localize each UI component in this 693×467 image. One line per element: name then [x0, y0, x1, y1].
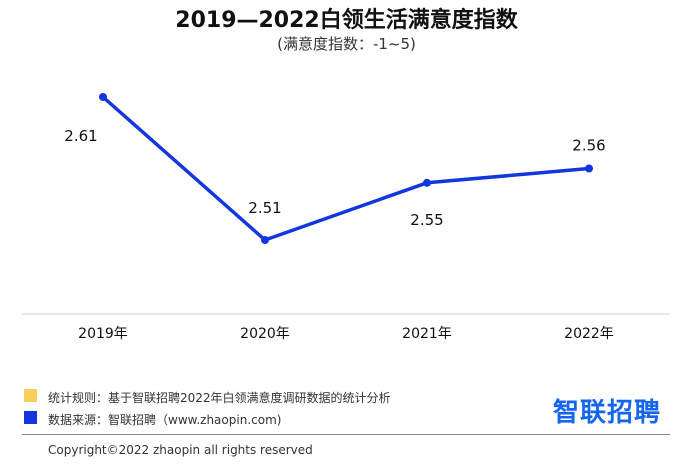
data-label: 2.51 — [248, 199, 281, 217]
series-line — [101, 95, 590, 242]
data-point — [423, 178, 431, 187]
line-chart: 2.61 2019年 2.51 2020年 2.55 2021年 2.56 2022年 — [22, 93, 670, 342]
footer-source-note: 数据来源：智联招聘（www.zhaopin.com) — [48, 413, 282, 427]
x-tick-label: 2020年 — [240, 326, 290, 342]
x-tick-label: 2022年 — [564, 326, 614, 342]
chart-title: 2019—2022白领生活满意度指数 — [175, 8, 518, 33]
data-point — [99, 93, 107, 101]
data-label: 2.61 — [64, 127, 97, 145]
data-point — [261, 236, 269, 244]
legend-marker-source — [24, 411, 37, 424]
legend-marker-rule — [24, 389, 37, 402]
footer-divider — [22, 434, 670, 435]
data-label: 2.56 — [572, 137, 605, 155]
copyright-text: Copyright©2022 zhaopin all rights reserv… — [48, 443, 313, 457]
footer-rule-note: 统计规则：基于智联招聘2022年白领满意度调研数据的统计分析 — [48, 391, 391, 405]
brand-logo: 智联招聘 — [553, 398, 662, 428]
chart-subtitle: (满意度指数：-1~5) — [277, 35, 416, 53]
x-tick-label: 2021年 — [402, 326, 452, 342]
data-point — [585, 164, 593, 173]
data-label: 2.55 — [410, 211, 443, 229]
x-tick-label: 2019年 — [78, 326, 128, 342]
